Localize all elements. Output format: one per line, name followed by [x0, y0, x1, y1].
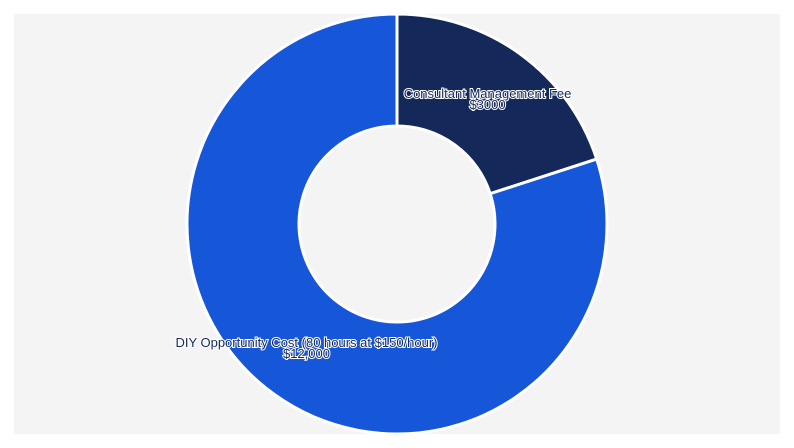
- slice-label: Consultant Management Fee: [404, 86, 572, 101]
- value-label: $3000: [469, 97, 505, 112]
- donut-slice: [185, 12, 609, 436]
- donut-slice: [395, 12, 599, 196]
- slice-label: DIY Opportunity Cost (80 hours at $150/h…: [175, 335, 437, 350]
- value-label: $12,000: [283, 346, 330, 361]
